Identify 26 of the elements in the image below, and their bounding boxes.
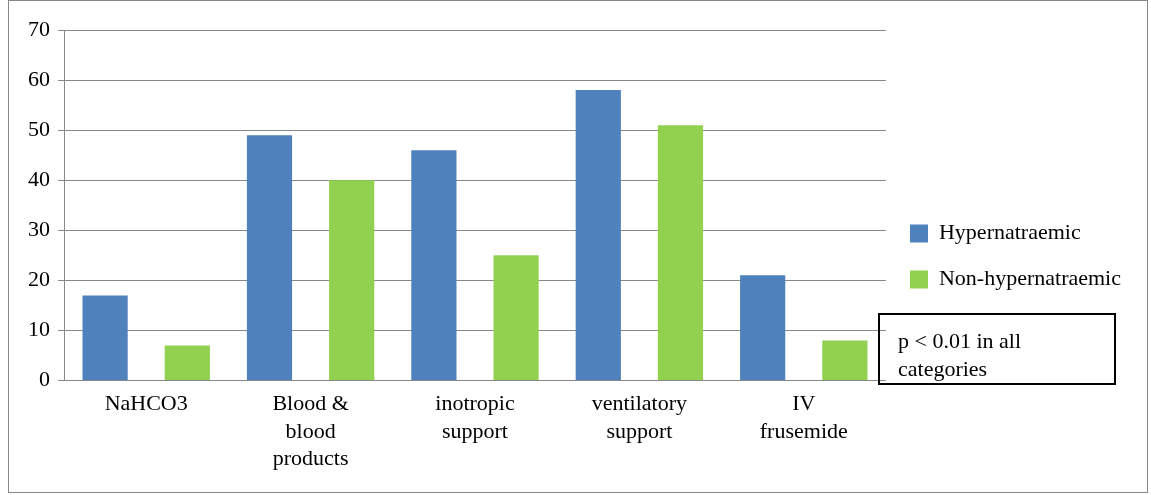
bar	[164, 345, 210, 380]
bar	[493, 255, 539, 380]
bar	[411, 150, 457, 380]
y-tick-label: 30	[28, 216, 50, 242]
bar	[657, 125, 704, 380]
bar	[246, 135, 293, 380]
legend-label: Hypernatraemic	[938, 219, 1081, 245]
y-tick-label: 10	[28, 316, 50, 342]
bar	[575, 90, 621, 380]
y-tick-label: 20	[28, 266, 50, 292]
text: p < 0.01 in all categories	[878, 313, 1116, 385]
x-tick-label: inotropic support	[435, 390, 515, 443]
x-tick-label: Blood & blood products	[272, 390, 349, 471]
bar	[329, 180, 375, 380]
bar	[82, 295, 128, 380]
y-tick-label: 70	[28, 15, 50, 41]
x-tick-label: ventilatory support	[591, 390, 688, 443]
y-tick-label: 60	[28, 65, 50, 91]
bar	[822, 340, 868, 380]
legend-label: Non-hypernatraemic	[938, 265, 1122, 291]
y-tick-label: 50	[28, 115, 50, 141]
y-tick-label: 40	[28, 166, 50, 191]
y-tick-label: 0	[39, 366, 50, 392]
x-tick-label: IV frusemide	[759, 390, 848, 443]
x-tick-label: NaHCO3	[104, 390, 188, 416]
bar	[740, 275, 786, 380]
